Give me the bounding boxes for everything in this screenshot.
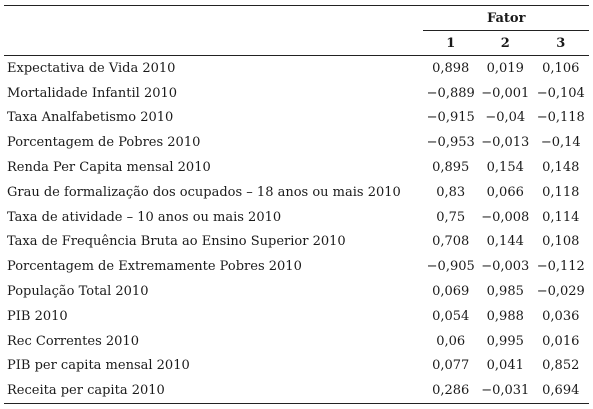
table-row: PIB 2010 0,054 0,988 0,036	[4, 304, 589, 329]
table-row: PIB per capita mensal 2010 0,077 0,041 0…	[4, 354, 589, 379]
cell-factor-2: 0,144	[486, 234, 524, 250]
header-blank-2	[4, 30, 424, 56]
factor-group-header: Fator	[423, 5, 589, 31]
row-label: PIB 2010	[7, 308, 68, 324]
table-row: Grau de formalização dos ocupados – 18 a…	[4, 180, 589, 205]
cell-factor-3: 0,118	[542, 184, 580, 200]
row-label: Mortalidade Infantil 2010	[7, 85, 178, 101]
cell-factor-3: 0,852	[542, 358, 580, 374]
row-label: Renda Per Capita mensal 2010	[7, 160, 211, 176]
factor-loadings-table: Fator 1 2 3 Expectativa de Vida 2010 0,8…	[4, 5, 589, 405]
cell-factor-1: −0,953	[426, 135, 475, 151]
cell-factor-1: 0,708	[432, 234, 470, 250]
cell-factor-2: 0,988	[486, 308, 524, 324]
cell-factor-3: −0,118	[536, 110, 585, 126]
cell-factor-3: 0,108	[542, 234, 580, 250]
table-row: Mortalidade Infantil 2010 −0,889 −0,001 …	[4, 81, 589, 106]
row-label: Porcentagem de Extremamente Pobres 2010	[7, 259, 302, 275]
factor-col-1-header: 1	[423, 30, 478, 56]
cell-factor-1: 0,06	[436, 333, 466, 349]
table-row: Porcentagem de Extremamente Pobres 2010 …	[4, 254, 589, 279]
cell-factor-3: −0,14	[540, 135, 581, 151]
cell-factor-2: 0,041	[486, 358, 524, 374]
cell-factor-1: 0,898	[432, 60, 470, 76]
table-row: Taxa de atividade – 10 anos ou mais 2010…	[4, 205, 589, 230]
cell-factor-3: −0,112	[536, 259, 585, 275]
cell-factor-2: 0,066	[486, 184, 524, 200]
cell-factor-1: 0,286	[423, 378, 478, 405]
table-row: Porcentagem de Pobres 2010 −0,953 −0,013…	[4, 130, 589, 155]
row-label: Receita per capita 2010	[4, 378, 424, 405]
table-body: Expectativa de Vida 2010 0,898 0,019 0,1…	[4, 56, 589, 405]
cell-factor-3: −0,104	[536, 85, 585, 101]
cell-factor-3: 0,148	[542, 160, 580, 176]
factor-col-3-header: 3	[532, 30, 589, 56]
cell-factor-3: −0,029	[536, 284, 585, 300]
header-blank	[4, 5, 424, 31]
cell-factor-1: −0,889	[426, 85, 475, 101]
cell-factor-2: 0,019	[486, 60, 524, 76]
cell-factor-2: 0,985	[486, 284, 524, 300]
cell-factor-2: 0,995	[486, 333, 524, 349]
factor-col-2-header: 2	[477, 30, 533, 56]
cell-factor-1: 0,895	[432, 160, 470, 176]
cell-factor-1: 0,054	[432, 308, 470, 324]
cell-factor-2: −0,013	[481, 135, 530, 151]
cell-factor-3: 0,036	[542, 308, 580, 324]
table-row: Taxa Analfabetismo 2010 −0,915 −0,04 −0,…	[4, 106, 589, 131]
row-label: Grau de formalização dos ocupados – 18 a…	[7, 184, 401, 200]
cell-factor-1: 0,75	[436, 209, 466, 225]
table-row: Receita per capita 2010 0,286 −0,031 0,6…	[4, 378, 589, 405]
cell-factor-2: −0,003	[481, 259, 530, 275]
cell-factor-2: 0,154	[486, 160, 524, 176]
row-label: Rec Correntes 2010	[7, 333, 139, 349]
table-row: Rec Correntes 2010 0,06 0,995 0,016	[4, 329, 589, 354]
row-label: Taxa de Frequência Bruta ao Ensino Super…	[7, 234, 346, 250]
cell-factor-1: −0,905	[426, 259, 475, 275]
row-label: Taxa Analfabetismo 2010	[7, 110, 174, 126]
cell-factor-3: 0,106	[542, 60, 580, 76]
cell-factor-3: 0,694	[532, 378, 589, 405]
cell-factor-3: 0,114	[542, 209, 580, 225]
cell-factor-2: −0,008	[481, 209, 530, 225]
row-label: PIB per capita mensal 2010	[7, 358, 190, 374]
cell-factor-1: 0,069	[432, 284, 470, 300]
table-row: Expectativa de Vida 2010 0,898 0,019 0,1…	[4, 56, 589, 81]
cell-factor-2: −0,04	[485, 110, 526, 126]
table-row: Taxa de Frequência Bruta ao Ensino Super…	[4, 230, 589, 255]
row-label: Expectativa de Vida 2010	[7, 60, 176, 76]
table-row: Renda Per Capita mensal 2010 0,895 0,154…	[4, 155, 589, 180]
row-label: Porcentagem de Pobres 2010	[7, 135, 201, 151]
cell-factor-2: −0,031	[477, 378, 533, 405]
cell-factor-3: 0,016	[542, 333, 580, 349]
cell-factor-1: 0,077	[432, 358, 470, 374]
cell-factor-1: 0,83	[436, 184, 466, 200]
cell-factor-2: −0,001	[481, 85, 530, 101]
row-label: Taxa de atividade – 10 anos ou mais 2010	[7, 209, 282, 225]
row-label: População Total 2010	[7, 284, 149, 300]
table-row: População Total 2010 0,069 0,985 −0,029	[4, 279, 589, 304]
cell-factor-1: −0,915	[426, 110, 475, 126]
